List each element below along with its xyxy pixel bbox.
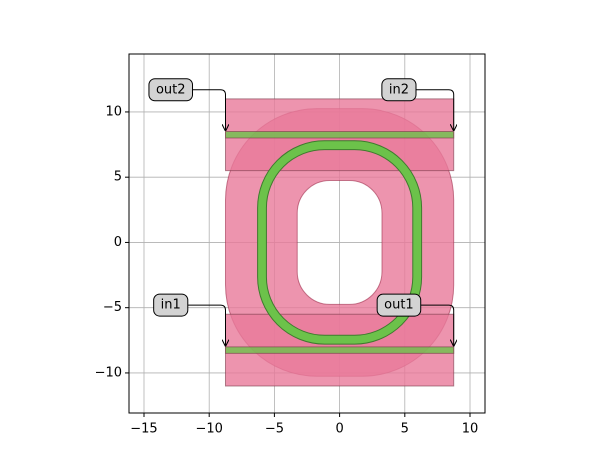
port-arrow <box>415 89 454 131</box>
rect-region <box>224 346 455 354</box>
port-label: out2 <box>148 78 194 102</box>
port-arrow <box>187 304 226 346</box>
port-name: in2 <box>389 82 409 97</box>
port-label: in1 <box>153 293 189 317</box>
x-tick-label: −15 <box>130 422 157 437</box>
x-tick-label: −5 <box>265 422 284 437</box>
y-tick-label: 10 <box>105 104 122 119</box>
ring <box>258 141 422 344</box>
y-tick-label: 0 <box>114 235 122 250</box>
x-tick-label: 5 <box>401 422 409 437</box>
x-tick-label: 10 <box>462 422 479 437</box>
port-label: in2 <box>381 78 417 102</box>
axes-frame <box>128 53 486 414</box>
y-tick-label: −10 <box>95 365 122 380</box>
x-tick-label: −10 <box>195 422 222 437</box>
port-name: out2 <box>156 82 186 97</box>
port-arrow <box>192 89 226 131</box>
x-tick-label: 0 <box>335 422 343 437</box>
annotations: out2 in2 in1 out1 <box>148 78 454 346</box>
rect-region <box>224 131 455 139</box>
port-name: out1 <box>384 298 414 313</box>
y-tick-label: −5 <box>103 300 122 315</box>
y-tick-label: 5 <box>114 170 122 185</box>
port-name: in1 <box>161 298 181 313</box>
port-arrow <box>420 304 454 346</box>
port-label: out1 <box>376 293 422 317</box>
